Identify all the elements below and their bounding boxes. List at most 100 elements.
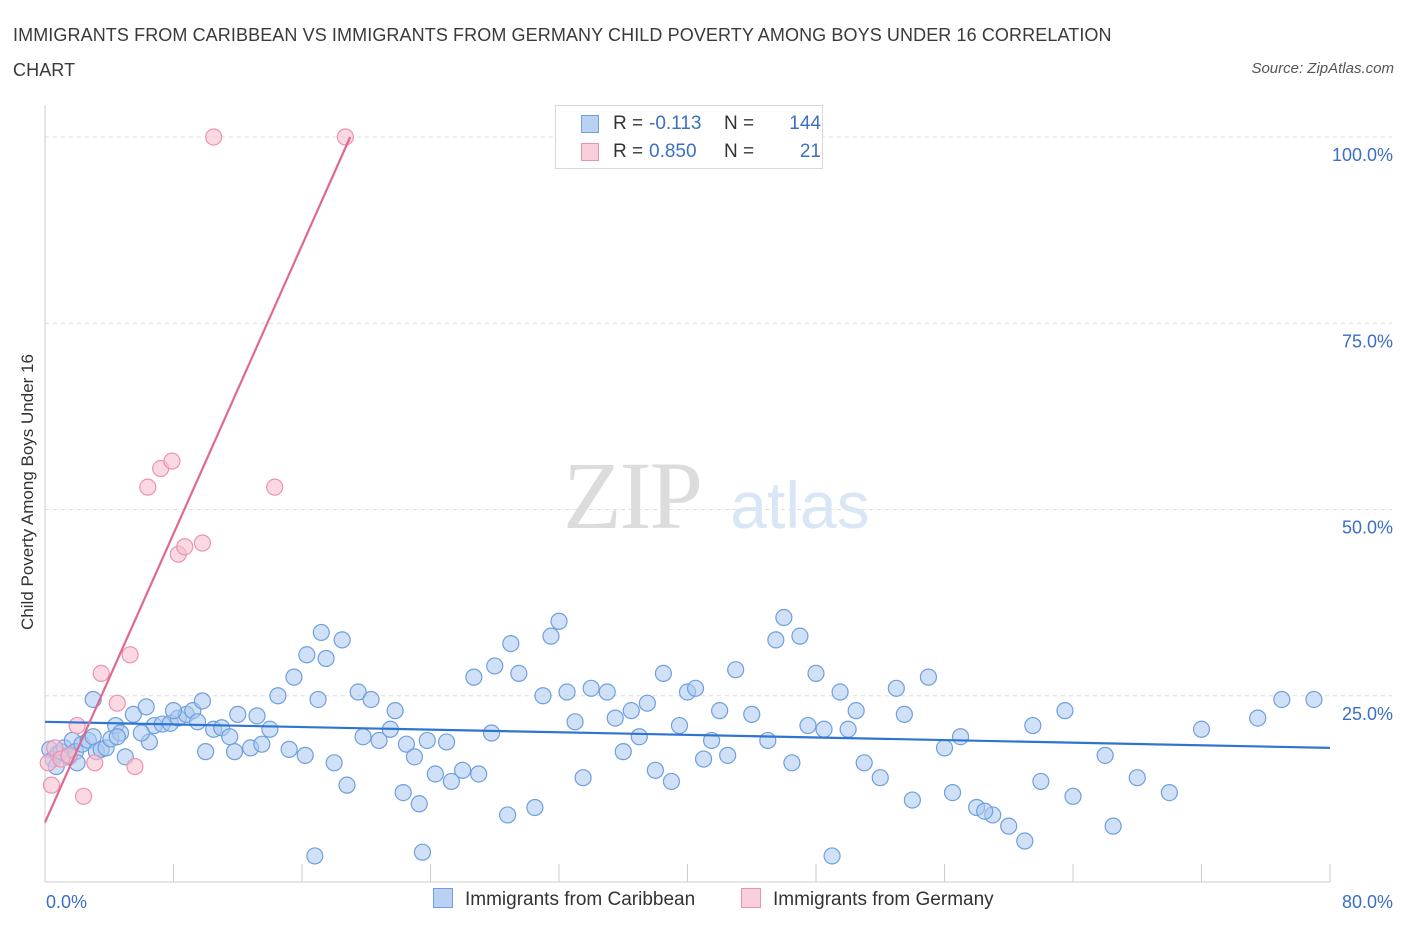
- data-point-caribbean: [598, 683, 616, 701]
- chart-source: Source: ZipAtlas.com: [1251, 60, 1394, 77]
- data-point-caribbean: [574, 769, 592, 787]
- data-point-caribbean: [815, 720, 833, 738]
- data-point-caribbean: [306, 847, 324, 865]
- data-point-caribbean: [482, 724, 501, 742]
- data-point-caribbean: [558, 683, 576, 701]
- data-point-caribbean: [1192, 720, 1211, 738]
- data-point-caribbean: [108, 728, 126, 746]
- legend-n-value: 21: [799, 141, 821, 162]
- data-point-caribbean: [887, 679, 905, 697]
- data-point-caribbean: [670, 716, 689, 735]
- data-point-germany: [121, 646, 139, 664]
- data-point-caribbean: [261, 720, 279, 738]
- data-point-caribbean: [349, 683, 367, 701]
- data-point-caribbean: [394, 783, 412, 802]
- data-point-caribbean: [193, 692, 212, 710]
- data-point-caribbean: [454, 761, 472, 779]
- data-point-caribbean: [622, 702, 640, 720]
- gridlines: [45, 136, 1392, 697]
- data-point-caribbean: [437, 733, 456, 751]
- y-tick-label: 100.0%: [1332, 145, 1393, 165]
- trend-lines: [43, 136, 1331, 823]
- bottom-legend-germany: Immigrants from Germany: [741, 888, 994, 911]
- data-point-caribbean: [499, 806, 517, 824]
- data-point-caribbean: [280, 740, 298, 758]
- data-point-caribbean: [654, 664, 673, 683]
- data-point-caribbean: [338, 776, 356, 794]
- data-point-caribbean: [743, 705, 761, 723]
- data-point-caribbean: [442, 772, 460, 791]
- data-point-germany: [68, 716, 86, 735]
- data-point-caribbean: [943, 783, 962, 802]
- data-point-caribbean: [298, 646, 316, 664]
- data-point-caribbean: [225, 743, 244, 761]
- data-point-caribbean: [799, 716, 817, 735]
- data-point-germany: [163, 452, 181, 470]
- data-point-germany: [266, 478, 284, 496]
- data-point-caribbean: [309, 690, 327, 709]
- data-point-caribbean: [783, 754, 801, 772]
- data-point-caribbean: [630, 728, 648, 746]
- data-point-caribbean: [124, 705, 142, 723]
- bottom-legend-swatch-caribbean: [433, 888, 453, 908]
- data-point-caribbean: [662, 772, 681, 791]
- legend-n-label: N =: [724, 113, 755, 134]
- data-point-caribbean: [132, 724, 150, 742]
- data-point-caribbean: [325, 754, 343, 772]
- data-point-caribbean: [686, 679, 705, 697]
- data-point-germany: [74, 787, 93, 805]
- data-point-germany: [126, 757, 144, 776]
- y-tick-label: 25.0%: [1342, 704, 1393, 724]
- data-point-germany: [336, 128, 354, 146]
- x-tick-label: 0.0%: [46, 892, 87, 912]
- data-point-caribbean: [137, 698, 155, 716]
- bottom-legend-label-germany: Immigrants from Germany: [773, 889, 994, 910]
- data-point-caribbean: [269, 687, 287, 705]
- y-tick-label: 75.0%: [1342, 331, 1393, 351]
- bottom-legend-swatch-germany: [741, 888, 761, 908]
- data-point-caribbean: [164, 702, 183, 720]
- data-point-caribbean: [1000, 817, 1018, 835]
- data-point-caribbean: [197, 743, 215, 761]
- data-point-caribbean: [221, 728, 239, 746]
- data-point-caribbean: [831, 683, 849, 701]
- data-point-caribbean: [1249, 709, 1267, 727]
- data-point-caribbean: [1273, 690, 1291, 709]
- bottom-legend-label-caribbean: Immigrants from Caribbean: [465, 889, 696, 910]
- data-point-caribbean: [413, 843, 432, 861]
- data-point-caribbean: [1096, 746, 1114, 764]
- legend-r-label: R =: [613, 141, 644, 162]
- data-point-caribbean: [248, 707, 266, 725]
- watermark-atlas: atlas: [730, 468, 869, 542]
- data-point-caribbean: [285, 668, 303, 686]
- trend-line-caribbean: [44, 720, 1331, 749]
- data-point-caribbean: [855, 754, 873, 772]
- legend-swatch-caribbean: [581, 115, 599, 133]
- data-point-caribbean: [711, 702, 729, 720]
- data-point-caribbean: [397, 735, 416, 753]
- data-point-caribbean: [386, 702, 404, 720]
- data-point-germany: [86, 754, 104, 772]
- data-point-caribbean: [566, 713, 584, 731]
- data-point-germany: [139, 478, 157, 496]
- data-point-caribbean: [759, 731, 777, 750]
- data-point-caribbean: [775, 608, 793, 627]
- data-point-caribbean: [426, 765, 444, 783]
- data-point-caribbean: [807, 664, 825, 683]
- legend-n-label: N =: [724, 141, 755, 162]
- data-point-caribbean: [646, 761, 664, 779]
- data-point-caribbean: [727, 661, 745, 679]
- data-point-caribbean: [1104, 817, 1122, 835]
- series-germany: [39, 128, 354, 805]
- data-point-caribbean: [1056, 702, 1074, 720]
- data-point-caribbean: [895, 705, 913, 723]
- data-point-caribbean: [510, 664, 528, 683]
- data-point-caribbean: [362, 690, 380, 709]
- data-point-caribbean: [253, 735, 271, 753]
- data-point-caribbean: [1305, 690, 1323, 709]
- data-point-germany: [92, 664, 110, 683]
- data-point-caribbean: [470, 765, 488, 783]
- data-point-caribbean: [871, 769, 889, 787]
- data-point-caribbean: [694, 750, 713, 768]
